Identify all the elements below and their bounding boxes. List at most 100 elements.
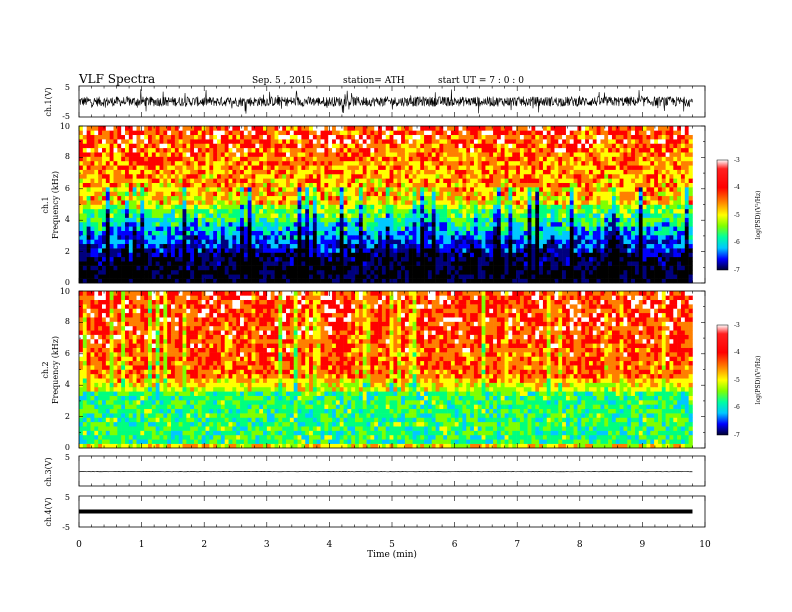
spectrogram-cell [462,152,467,157]
spectrogram-cell [546,169,551,175]
spectrogram-cell [243,248,248,253]
spectrogram-cell [378,143,383,149]
spectrogram-cell [243,191,248,197]
spectrogram-cell [439,204,444,210]
spectrogram-cell [140,182,145,188]
spectrogram-cell [220,204,225,210]
spectrogram-cell [301,278,306,284]
spectrogram-cell [335,143,341,149]
spectrogram-cell [343,265,348,271]
spectrogram-cell [289,204,295,210]
spectrogram-cell [466,252,471,258]
spectrogram-cell [401,265,406,271]
spectrogram-cell [236,143,241,149]
spectrogram-cell [117,191,122,197]
spectrogram-cell [435,126,440,131]
spectrogram-cell [404,187,410,192]
spectrogram-cell [381,213,387,218]
spectrogram-cell [136,230,141,236]
spectrogram-cell [542,256,548,262]
spectrogram-cell [385,226,390,231]
spectrogram-cell [86,217,91,223]
spectrogram-cell [297,230,302,236]
spectrogram-cell [213,243,218,249]
spectrogram-cell [178,160,183,166]
spectrogram-cell [128,134,133,140]
spectrogram-cell [243,173,248,179]
spectrogram-cell [535,130,540,136]
spectrogram-cell [121,230,126,236]
spectrogram-cell [163,256,168,262]
spectrogram-cell [539,274,544,279]
spectrogram-cell [263,278,268,284]
spectrogram-cell [228,165,233,170]
spectrogram-cell [328,235,333,240]
spectrogram-cell [558,243,563,249]
spectrogram-cell [527,243,532,249]
spectrogram-cell [347,278,352,284]
spectrogram-cell [370,208,375,214]
spectrogram-cell [174,191,179,197]
spectrogram-cell [251,178,256,183]
spectrogram-cell [489,160,494,166]
spectrogram-cell [155,134,160,140]
spectrogram-cell [209,217,214,223]
spectrogram-cell [385,278,390,284]
spectrogram-cell [397,204,402,210]
spectrogram-cell [128,143,133,149]
spectrogram-cell [297,208,302,214]
spectrogram-cell [412,274,417,279]
spectrogram-cell [174,221,179,227]
spectrogram-cell [477,165,482,170]
spectrogram-cell [140,152,145,157]
spectrogram-cell [470,147,475,153]
spectrogram-cell [416,134,421,140]
spectrogram-cell [266,165,272,170]
spectrogram-cell [109,204,114,210]
spectrogram-cell [243,126,248,131]
spectrogram-cell [163,213,168,218]
spectrogram-cell [496,239,502,245]
spectrogram-cell [374,156,379,162]
spectrogram-cell [351,226,356,231]
spectrogram-cell [194,217,199,223]
spectrogram-cell [144,143,149,149]
spectrogram-cell [117,152,122,157]
spectrogram-cell [148,221,153,227]
spectrogram-cell [550,143,555,149]
spectrogram-cell [450,147,456,153]
spectrogram-cell [362,134,367,140]
spectrogram-cell [416,147,421,153]
spectrogram-cell [351,239,356,245]
spectrogram-cell [79,182,84,188]
spectrogram-cell [220,217,225,223]
spectrogram-cell [316,200,321,205]
spectrogram-cell [293,252,298,258]
spectrogram-cell [516,156,521,162]
spectrogram-cell [220,182,225,188]
spectrogram-cell [401,204,406,210]
spectrogram-cell [190,165,195,170]
spectrogram-cell [343,256,348,262]
spectrogram-cell [293,187,298,192]
spectrogram-cell [105,208,110,214]
spectrogram-cell [228,182,233,188]
spectrogram-cell [178,248,183,253]
spectrogram-cell [508,160,513,166]
spectrogram-cell [420,230,425,236]
spectrogram-cell [435,235,440,240]
spectrogram-cell [366,126,371,131]
spectrogram-cell [531,208,536,214]
spectrogram-cell [205,160,210,166]
spectrogram-cell [462,208,467,214]
spectrogram-cell [569,182,574,188]
spectrogram-cell [171,221,176,227]
spectrogram-cell [328,130,333,136]
spectrogram-cell [136,248,141,253]
spectrogram-cell [98,230,103,236]
spectrogram-cell [385,139,390,144]
spectrogram-cell [105,191,110,197]
spectrogram-cell [171,200,176,205]
spectrogram-cell [259,143,264,149]
spectrogram-cell [274,195,279,201]
